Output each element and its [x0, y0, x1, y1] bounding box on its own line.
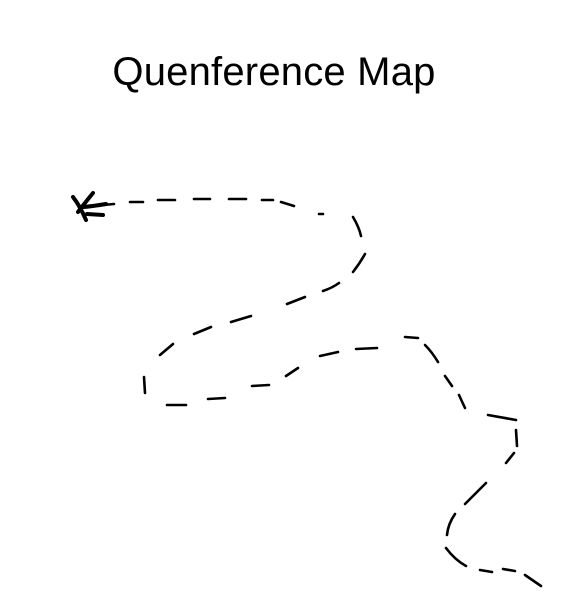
trail-dash: [423, 343, 440, 364]
trail-dash: [351, 215, 363, 238]
trail-dash: [284, 366, 300, 378]
trail-dash: [403, 335, 420, 340]
trail-dash: [158, 342, 175, 357]
trail-dash: [354, 346, 379, 351]
trail-dash: [523, 573, 543, 588]
trail-dash: [318, 350, 340, 358]
trail-dash: [192, 325, 213, 336]
trail-dash: [501, 567, 517, 573]
trail-dash: [279, 200, 296, 208]
trail-dash: [206, 396, 227, 401]
trail-dash: [457, 393, 467, 410]
trail-dash: [504, 451, 516, 465]
trail-dash: [463, 481, 488, 506]
trail-dash: [321, 281, 341, 293]
trail-dash: [229, 314, 253, 324]
map-title: Quenference Map: [112, 50, 436, 94]
dashed-trail: [101, 197, 543, 588]
x-mark-icon: [71, 191, 108, 222]
trail-dash: [351, 252, 367, 274]
trail-dash: [250, 383, 271, 388]
trail-dash: [486, 413, 518, 422]
trail-dash: [285, 295, 307, 306]
trail-dash: [478, 568, 494, 574]
trail-dash: [443, 374, 454, 388]
trail-dash: [514, 428, 519, 448]
trail-dash: [444, 546, 468, 568]
trail-dash: [142, 375, 147, 395]
trail-dash: [445, 512, 457, 537]
